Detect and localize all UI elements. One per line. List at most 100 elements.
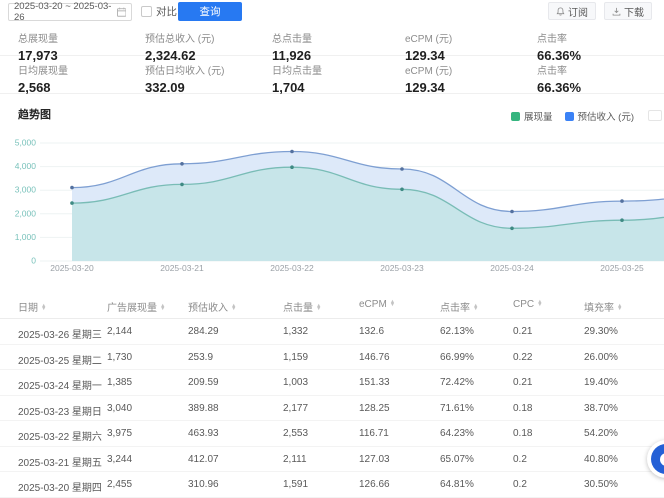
data-point [620, 218, 624, 222]
table-cell: 389.88 [188, 402, 219, 414]
table-cell: 3,975 [107, 428, 133, 439]
stat-label: 日均点击量 [272, 66, 322, 77]
sort-icon[interactable]: ▲ ▼ [231, 302, 237, 313]
table-cell: 64.23% [440, 428, 474, 439]
table-cell: 30.50% [584, 479, 618, 490]
x-axis-tick: 2025-03-25 [600, 263, 644, 273]
table-row: 2025-03-20 星期四 2,455 310.96 1,591 126.66 64.8… [0, 472, 664, 498]
table-cell: 2,111 [283, 453, 307, 465]
y-axis-tick: 5,000 [15, 138, 37, 148]
column-header[interactable]: 点击量 ▲ ▼ [283, 302, 322, 314]
table-cell: 2025-03-23 星期日 [18, 406, 102, 418]
sort-icon[interactable]: ▲ ▼ [316, 302, 322, 313]
chart-toolbox-icon[interactable] [648, 110, 662, 121]
legend-item[interactable]: 展现量 [511, 109, 553, 123]
stat-value: 332.09 [145, 80, 185, 95]
table-cell: 2,177 [283, 402, 309, 414]
query-button[interactable]: 查询 [178, 2, 242, 21]
data-point [70, 201, 74, 205]
stat-label: 日均展现量 [18, 66, 68, 77]
stat-value: 1,704 [272, 80, 305, 95]
y-axis-tick: 3,000 [15, 185, 37, 195]
stat-label: eCPM (元) [405, 66, 453, 77]
table-cell: 2025-03-20 星期四 [18, 483, 102, 494]
table-cell: 132.6 [359, 326, 385, 337]
table-cell: 19.40% [584, 377, 618, 388]
table-cell: 1,591 [283, 479, 309, 490]
help-float-button[interactable] [647, 440, 664, 478]
toolbar-actions: 订阅 下载 [548, 2, 652, 20]
table-cell: 126.66 [359, 479, 390, 490]
table-cell: 62.13% [440, 326, 474, 337]
data-point [70, 185, 74, 190]
sort-icon[interactable]: ▲ ▼ [160, 302, 166, 313]
table-cell: 0.2 [513, 479, 527, 490]
date-range-value: 2025-03-20 ~ 2025-03-26 [14, 1, 112, 23]
table-cell: 1,159 [283, 351, 309, 363]
table-cell: 1,730 [107, 351, 133, 363]
table-cell: 253.9 [188, 351, 214, 363]
sort-icon[interactable]: ▲ ▼ [473, 302, 479, 313]
legend-item[interactable]: 预估收入 (元) [564, 109, 634, 123]
table-cell: 0.18 [513, 402, 533, 414]
table-cell: 2025-03-21 星期五 [18, 457, 102, 469]
table-cell: 3,040 [107, 402, 133, 414]
table-cell: 412.07 [188, 453, 219, 465]
stat-label: eCPM (元) [405, 34, 453, 45]
compare-checkbox[interactable]: 对比 [141, 4, 177, 19]
y-axis-tick: 4,000 [15, 161, 37, 171]
column-header[interactable]: 填充率 ▲ ▼ [584, 302, 623, 314]
table-row: 2025-03-24 星期一 1,385 209.59 1,003 151.33 72.4… [0, 370, 664, 396]
data-point [620, 199, 624, 203]
column-header[interactable]: 广告展现量 ▲ ▼ [107, 302, 166, 314]
stat-value: 17,973 [18, 48, 58, 63]
column-header[interactable]: 预估收入 ▲ ▼ [188, 302, 237, 314]
sort-icon[interactable]: ▲ ▼ [41, 302, 47, 313]
calendar-icon [116, 7, 126, 17]
y-axis-tick: 0 [31, 256, 36, 266]
chart-legend: 展现量 预估收入 (元) [511, 109, 634, 123]
subscribe-button[interactable]: 订阅 [548, 2, 596, 20]
legend-label: 预估收入 (元) [577, 112, 634, 123]
stat-value: 66.36% [537, 80, 582, 95]
table-cell: 0.21 [513, 377, 533, 388]
table-cell: 64.81% [440, 479, 474, 490]
table-cell: 66.99% [440, 351, 474, 363]
download-button[interactable]: 下载 [604, 2, 652, 20]
trend-area-chart: 5,000 4,000 3,000 2,000 1,000 0 2025-03-20 2025… [15, 138, 664, 273]
data-point [510, 226, 514, 231]
stat-card: eCPM (元) 129.34 [405, 62, 452, 95]
table-cell: 2025-03-24 星期一 [18, 381, 102, 392]
table-cell: 71.61% [440, 402, 474, 414]
legend-swatch [564, 111, 574, 121]
table-cell: 38.70% [584, 402, 618, 414]
column-header[interactable]: 点击率 ▲ ▼ [440, 302, 479, 314]
column-header[interactable]: 日期 ▲ ▼ [18, 302, 47, 314]
stat-value: 66.36% [537, 48, 582, 63]
sort-icon[interactable]: ▲ ▼ [617, 302, 623, 313]
y-axis-tick: 1,000 [15, 232, 37, 242]
table-cell: 0.18 [513, 428, 533, 439]
table-cell: 2025-03-26 星期三 [18, 330, 102, 341]
table-cell: 1,003 [283, 377, 309, 388]
column-header[interactable]: CPC ▲ ▼ [513, 298, 543, 310]
legend-label: 展现量 [524, 112, 553, 123]
data-point [400, 167, 404, 171]
data-point [290, 165, 294, 169]
table-cell: 29.30% [584, 326, 618, 337]
stat-card: 点击率 66.36% [537, 30, 581, 63]
table-row: 2025-03-21 星期五 3,244 412.07 2,111 127.03 65.0… [0, 447, 664, 472]
table-cell: 2,144 [107, 326, 133, 337]
column-header[interactable]: eCPM ▲ ▼ [359, 298, 396, 310]
sort-icon[interactable]: ▲ ▼ [389, 298, 396, 309]
checkbox-box[interactable] [141, 6, 152, 17]
date-range-picker[interactable]: 2025-03-20 ~ 2025-03-26 [8, 1, 132, 23]
stat-label: 总展现量 [18, 34, 58, 45]
sort-icon[interactable]: ▲ ▼ [537, 298, 543, 309]
data-point [510, 209, 514, 214]
stat-value: 129.34 [405, 80, 445, 95]
table-cell: 209.59 [188, 377, 219, 388]
help-icon [651, 444, 664, 474]
stat-card: 总点击量 11,926 [272, 30, 312, 63]
